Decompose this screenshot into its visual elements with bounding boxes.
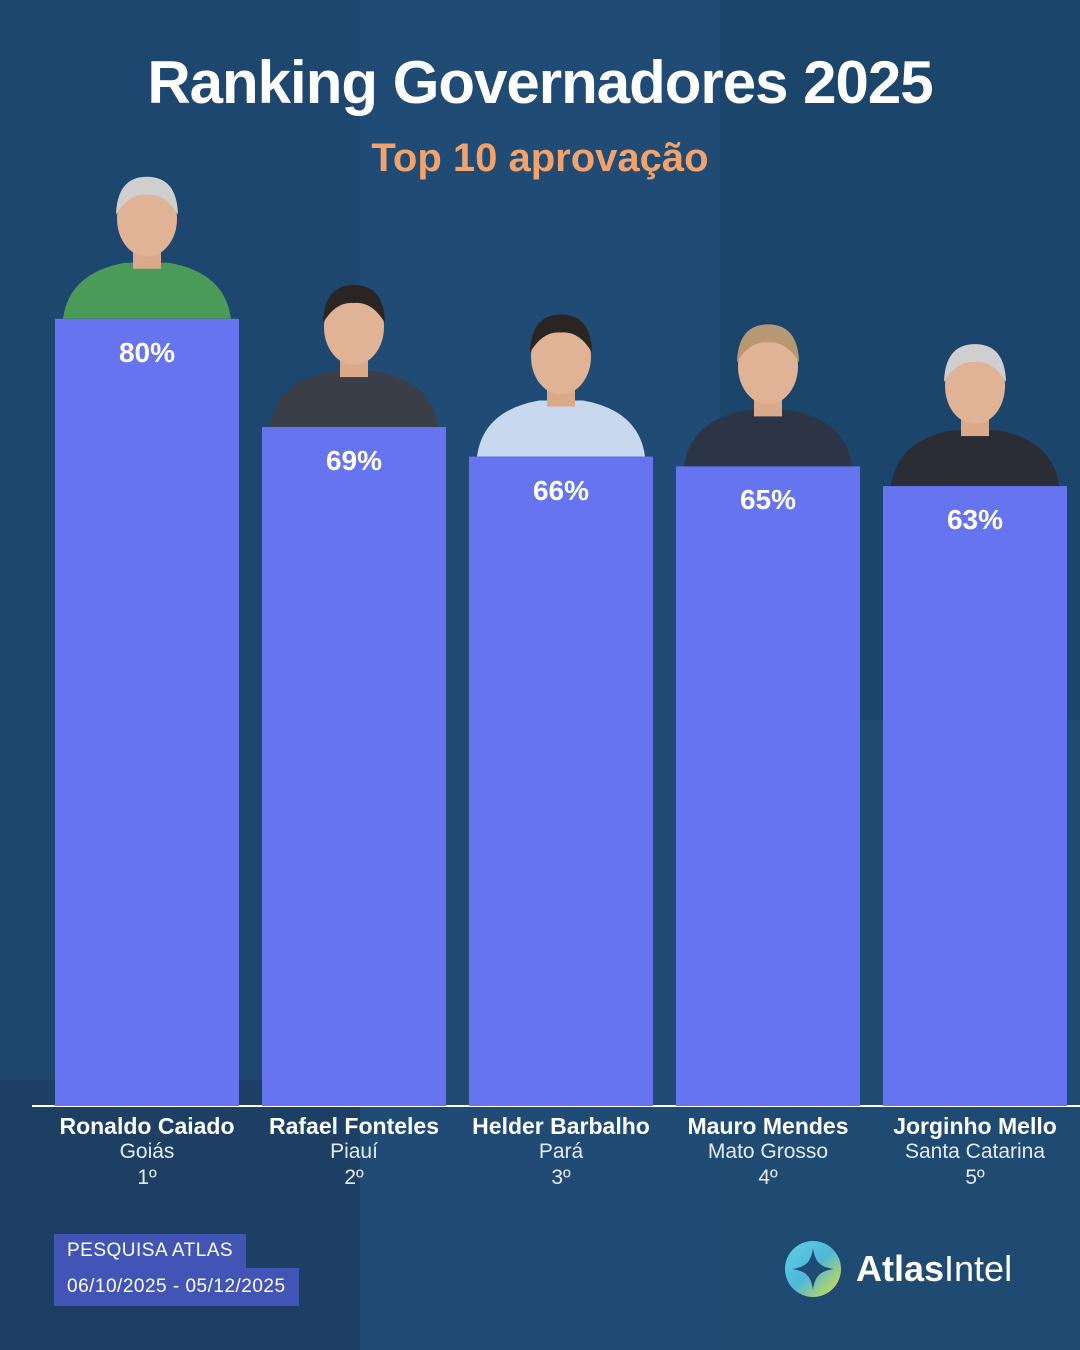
bar-value-label: 69% xyxy=(325,445,383,477)
category-label: Ronaldo Caiado Goiás 1º xyxy=(37,1113,257,1191)
bar xyxy=(262,427,446,1106)
state-name: Goiás xyxy=(119,1140,175,1163)
person-portrait-icon xyxy=(477,314,645,457)
governor-name: Jorginho Mello xyxy=(893,1113,1057,1139)
atlas-compass-icon xyxy=(785,1241,841,1297)
bar xyxy=(469,456,653,1106)
bar xyxy=(55,318,239,1106)
source-title: PESQUISA ATLAS xyxy=(54,1234,247,1268)
person-portrait-icon xyxy=(63,176,231,319)
category-label: Mauro Mendes Mato Grosso 4º xyxy=(658,1113,878,1191)
person-portrait-icon xyxy=(891,344,1059,487)
chart-subtitle: Top 10 aprovação xyxy=(371,136,709,180)
rank-position: 1º xyxy=(137,1166,157,1189)
person-portrait-icon xyxy=(684,324,852,467)
person-portrait-icon xyxy=(270,285,438,428)
logo-wordmark: AtlasIntel xyxy=(856,1248,1013,1289)
bar-value-label: 63% xyxy=(946,504,1004,536)
rank-position: 3º xyxy=(551,1166,571,1189)
rank-position: 4º xyxy=(758,1166,778,1189)
state-name: Pará xyxy=(538,1140,584,1163)
state-name: Mato Grosso xyxy=(707,1140,829,1163)
source-badge: PESQUISA ATLAS 06/10/2025 - 05/12/2025 xyxy=(54,1234,299,1306)
bar-value-label: 65% xyxy=(739,484,797,516)
bar-value-label: 80% xyxy=(118,336,176,368)
state-name: Santa Catarina xyxy=(904,1140,1046,1163)
bar xyxy=(883,486,1067,1107)
governor-name: Ronaldo Caiado xyxy=(59,1113,235,1139)
rank-position: 5º xyxy=(965,1166,985,1189)
governor-name: Rafael Fonteles xyxy=(269,1113,439,1139)
category-label: Helder Barbalho Pará 3º xyxy=(451,1113,671,1191)
governor-name: Helder Barbalho xyxy=(472,1113,650,1139)
state-name: Piauí xyxy=(330,1140,378,1163)
bar xyxy=(676,466,860,1106)
governor-name: Mauro Mendes xyxy=(687,1113,849,1139)
rank-position: 2º xyxy=(344,1166,364,1189)
bar-value-label: 66% xyxy=(532,474,590,506)
source-date-range: 06/10/2025 - 05/12/2025 xyxy=(54,1268,299,1306)
chart-title: Ranking Governadores 2025 xyxy=(147,49,933,116)
category-label: Rafael Fonteles Piauí 2º xyxy=(244,1113,464,1191)
category-label: Jorginho Mello Santa Catarina 5º xyxy=(865,1113,1080,1191)
